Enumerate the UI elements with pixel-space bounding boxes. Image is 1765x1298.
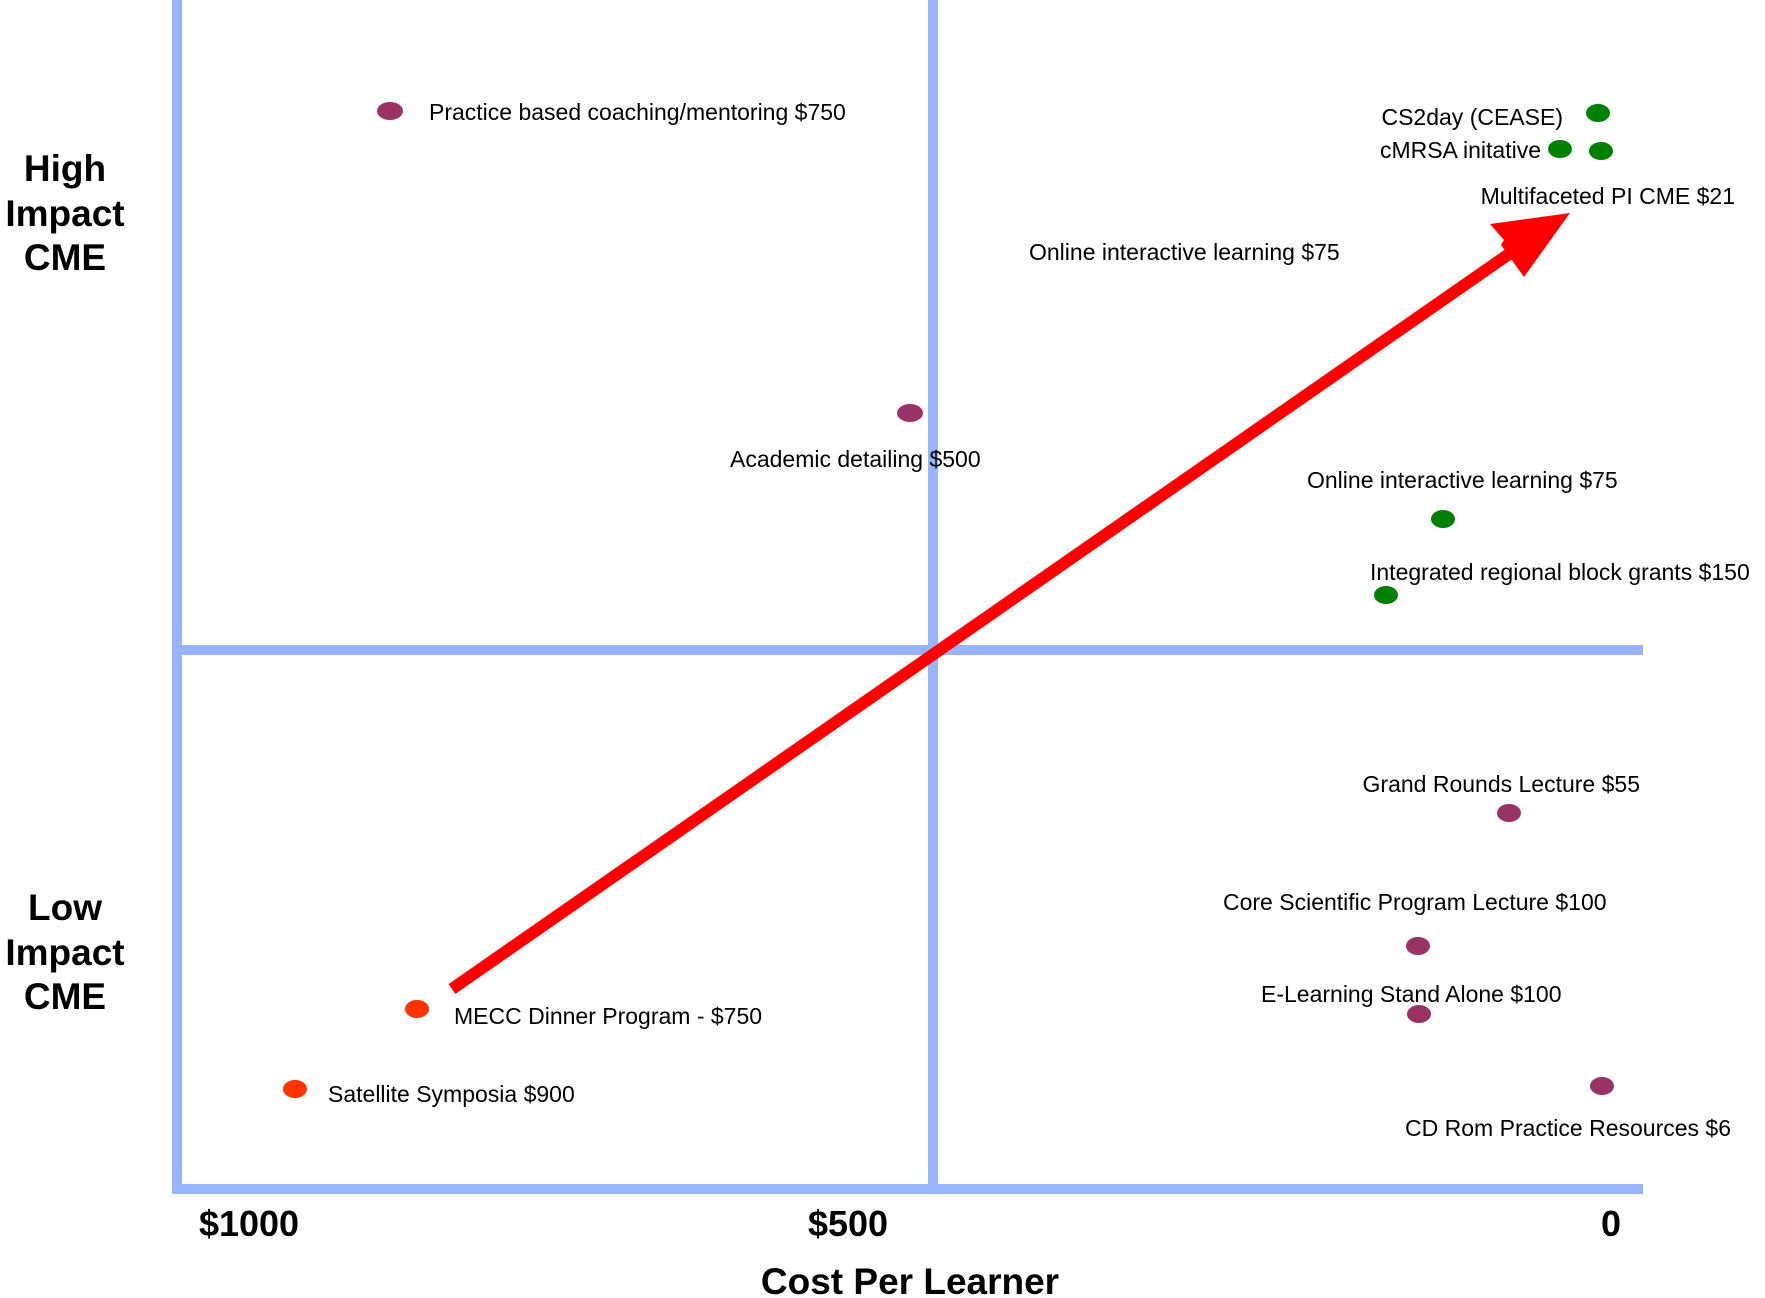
label-cmrsa: cMRSA initative: [1380, 137, 1541, 163]
y-tick-low-line2: Impact: [5, 932, 124, 973]
y-tick-high-line2: Impact: [5, 193, 124, 234]
point-mecc-dinner: [405, 1000, 429, 1018]
point-cdrom: [1590, 1077, 1614, 1095]
point-block-grants: [1374, 586, 1398, 604]
label-online-interactive: Online interactive learning $75: [1307, 467, 1618, 493]
point-online-interactive: [1431, 510, 1455, 528]
label-grand-rounds: Grand Rounds Lecture $55: [1363, 771, 1640, 797]
arrow-shaft: [448, 240, 1526, 994]
label-core-scientific: Core Scientific Program Lecture $100: [1223, 889, 1607, 915]
point-practice-coaching: [377, 102, 403, 120]
point-labels: Practice based coaching/mentoring $750 A…: [328, 99, 1750, 1141]
point-grand-rounds: [1497, 804, 1521, 822]
label-online-interactive-top: Online interactive learning $75: [1029, 239, 1340, 265]
label-elearning: E-Learning Stand Alone $100: [1261, 981, 1562, 1007]
point-cmrsa: [1548, 140, 1572, 158]
label-cdrom: CD Rom Practice Resources $6: [1405, 1115, 1731, 1141]
label-block-grants: Integrated regional block grants $150: [1370, 559, 1750, 585]
point-elearning: [1407, 1005, 1431, 1023]
x-tick-1000: $1000: [199, 1203, 299, 1244]
label-practice-coaching: Practice based coaching/mentoring $750: [429, 99, 846, 125]
y-tick-high-line3: CME: [24, 237, 106, 278]
label-academic-detailing: Academic detailing $500: [730, 446, 981, 472]
x-tick-500: $500: [808, 1203, 888, 1244]
x-tick-labels: $1000 $500 0: [199, 1203, 1621, 1244]
trend-arrow: [448, 213, 1570, 994]
x-tick-0: 0: [1601, 1203, 1621, 1244]
y-tick-low-line3: CME: [24, 976, 106, 1017]
point-cs2day: [1586, 104, 1610, 122]
y-tick-high-line1: High: [24, 148, 106, 189]
point-core-scientific: [1406, 937, 1430, 955]
label-cs2day: CS2day (CEASE): [1381, 104, 1563, 130]
point-satellite: [283, 1080, 307, 1098]
y-tick-low-line1: Low: [28, 887, 102, 928]
label-satellite: Satellite Symposia $900: [328, 1081, 575, 1107]
markers: [283, 102, 1614, 1098]
point-academic-detailing: [897, 404, 923, 422]
y-tick-labels: High Impact CME Low Impact CME: [5, 148, 124, 1017]
label-multifaceted: Multifaceted PI CME $21: [1481, 183, 1735, 209]
point-multifaceted: [1589, 142, 1613, 160]
x-axis-title: Cost Per Learner: [761, 1261, 1059, 1298]
axes: [172, 0, 1643, 1194]
label-mecc-dinner: MECC Dinner Program - $750: [454, 1003, 762, 1029]
arrow-head: [1490, 213, 1570, 277]
